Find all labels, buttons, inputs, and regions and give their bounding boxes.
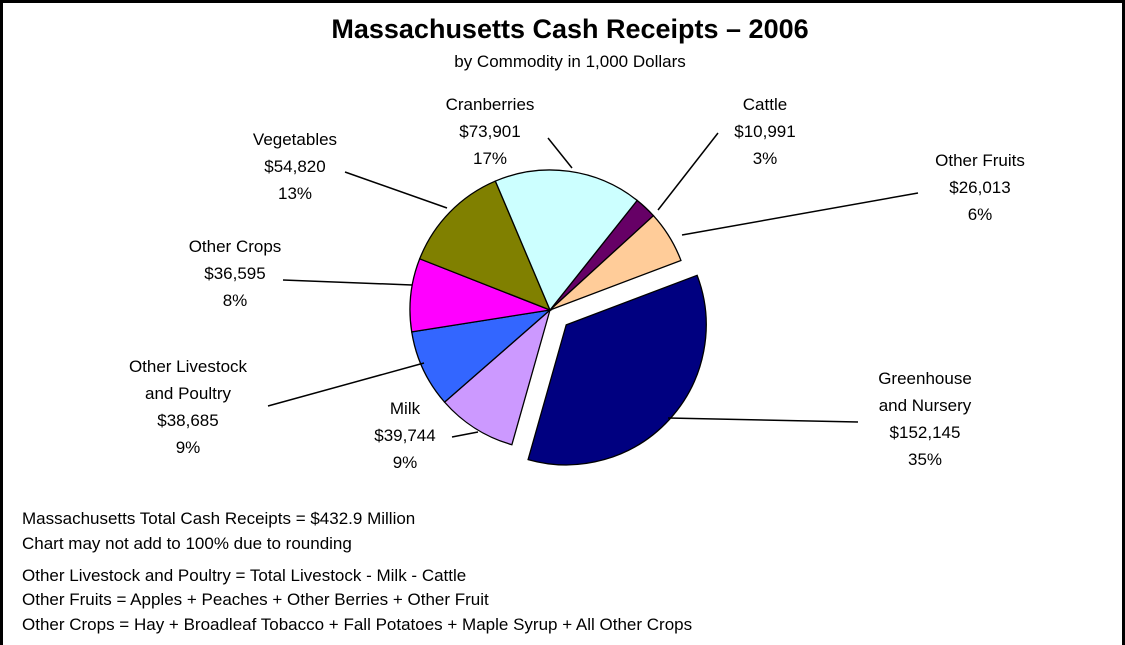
leader-line <box>344 171 448 209</box>
value-label: $54,820 <box>264 157 325 176</box>
percent-label: 3% <box>753 149 778 168</box>
pie-slice <box>443 308 552 446</box>
leader-line <box>451 431 479 438</box>
note: Other Livestock and Poultry = Total Live… <box>22 566 466 585</box>
slice-label: Milk $39,744 9% <box>374 399 435 472</box>
leader-line <box>667 417 859 423</box>
percent-label: 13% <box>278 184 312 203</box>
slice-label: Other Livestock and Poultry $38,685 9% <box>129 357 248 457</box>
category-label: Other Crops <box>189 237 282 256</box>
percent-label: 8% <box>223 291 248 310</box>
note: Chart may not add to 100% due to roundin… <box>22 534 352 553</box>
note: Other Fruits = Apples + Peaches + Other … <box>22 590 489 609</box>
category-label: Cranberries <box>446 95 535 114</box>
slice-label: Other Fruits $26,013 6% <box>935 151 1025 224</box>
pie-slice <box>418 180 552 312</box>
leader-line <box>267 362 425 407</box>
note: Other Crops = Hay + Broadleaf Tobacco + … <box>22 615 692 634</box>
slice-label: Cranberries $73,901 17% <box>446 95 535 168</box>
leader-line <box>282 279 413 286</box>
slice-label: Greenhouse and Nursery $152,145 35% <box>878 369 972 469</box>
percent-label: 9% <box>176 438 201 457</box>
value-label: $38,685 <box>157 411 218 430</box>
percent-label: 6% <box>968 205 993 224</box>
category-label: Other Livestock and Poultry <box>129 357 248 403</box>
percent-label: 17% <box>473 149 507 168</box>
leader-line <box>657 132 719 211</box>
value-label: $36,595 <box>204 264 265 283</box>
category-label: Vegetables <box>253 130 337 149</box>
category-label: Other Fruits <box>935 151 1025 170</box>
chart-title: Massachusetts Cash Receipts – 2006 <box>331 14 808 44</box>
note: Massachusetts Total Cash Receipts = $432… <box>22 509 415 528</box>
pie-slice <box>549 214 682 311</box>
pie-slice <box>527 274 707 466</box>
category-label: Milk <box>390 399 421 418</box>
value-label: $73,901 <box>459 122 520 141</box>
value-label: $39,744 <box>374 426 435 445</box>
pie-slice <box>494 169 639 312</box>
value-label: $26,013 <box>949 178 1010 197</box>
leader-line <box>681 192 919 236</box>
value-label: $10,991 <box>734 122 795 141</box>
percent-label: 9% <box>393 453 418 472</box>
percent-label: 35% <box>908 450 942 469</box>
leader-line <box>547 137 573 169</box>
category-label: Greenhouse and Nursery <box>878 369 972 415</box>
category-label: Cattle <box>743 95 787 114</box>
slice-label: Vegetables $54,820 13% <box>253 130 337 203</box>
slice-label: Cattle $10,991 3% <box>734 95 795 168</box>
value-label: $152,145 <box>890 423 961 442</box>
slice-label: Other Crops $36,595 8% <box>189 237 282 310</box>
chart-subtitle: by Commodity in 1,000 Dollars <box>454 52 685 71</box>
